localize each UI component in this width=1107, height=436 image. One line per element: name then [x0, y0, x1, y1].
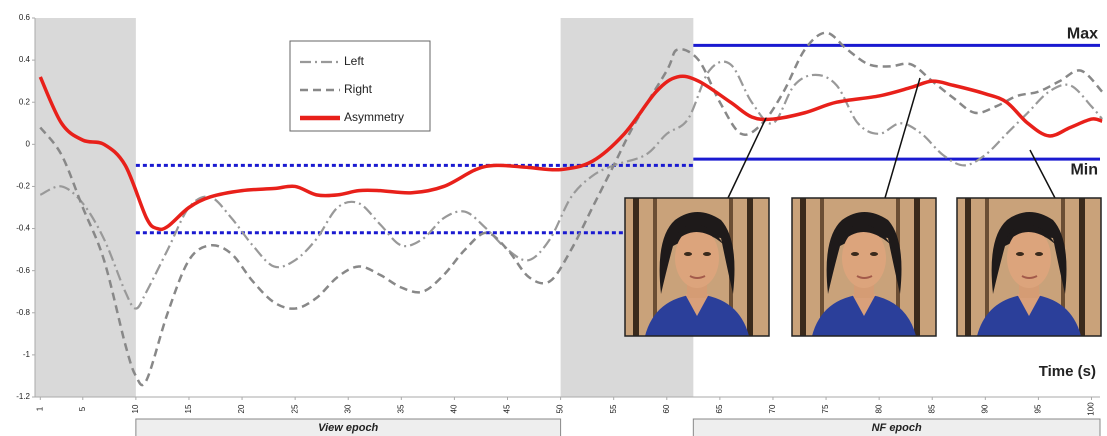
x-tick-label: 95: [1034, 404, 1043, 413]
x-tick-label: 1: [35, 406, 44, 411]
annotation-lines: [727, 77, 1056, 199]
x-tick-label: 60: [662, 404, 671, 413]
plot: 0.60.40.20-0.2-0.4-0.6-0.8-1-1.21 5 10 15 20…: [16, 13, 1104, 416]
series-line: [39, 60, 1103, 310]
x-tick-label: 90: [980, 404, 989, 413]
x-tick-label: 15: [184, 404, 193, 413]
legend-label: Asymmetry: [344, 110, 404, 124]
y-tick-label: -0.2: [16, 182, 30, 191]
y-tick-label: 0.2: [19, 97, 31, 106]
pointer: [1029, 149, 1056, 199]
series-line: [39, 31, 1104, 387]
x-tick-label: 45: [503, 404, 512, 413]
x-tick-label: 80: [874, 404, 883, 413]
y-tick-label: -0.6: [16, 266, 30, 275]
x-tick-label: 5: [78, 406, 87, 411]
avatar-image: [957, 198, 1101, 336]
pointer: [884, 77, 921, 199]
pointer: [727, 117, 767, 199]
y-tick-label: 0: [26, 139, 31, 148]
x-tick-label: 65: [715, 404, 724, 413]
x-tick-label: 40: [450, 404, 459, 413]
x-tick-label: 100: [1087, 402, 1096, 416]
y-tick-label: -0.8: [16, 308, 30, 317]
reference-label: Min: [1070, 161, 1098, 178]
x-tick-label: 20: [237, 404, 246, 413]
y-tick-label: 0.6: [19, 13, 31, 22]
legend: Left Right Asymmetry: [289, 40, 431, 132]
x-tick-label: 30: [343, 404, 352, 413]
x-tick-label: 55: [609, 404, 618, 413]
reference-label: Max: [1067, 26, 1098, 43]
shading: [35, 18, 1100, 398]
legend-label: Right: [344, 82, 373, 96]
avatar-image: [625, 198, 769, 336]
x-tick-label: 10: [131, 404, 140, 413]
shaded-range: [35, 18, 136, 397]
epoch-box: [692, 418, 1101, 436]
y-tick-label: -0.4: [16, 224, 30, 233]
x-tick-label: 70: [768, 404, 777, 413]
y-tick-label: -1.2: [16, 392, 30, 401]
y-tick-label: 0.4: [19, 55, 31, 64]
y-tick-label: -1: [23, 350, 31, 359]
x-tick-label: 85: [927, 404, 936, 413]
x-tick-label: 50: [556, 404, 565, 413]
x-tick-label: 75: [821, 404, 830, 413]
epoch-label: View epoch: [318, 422, 378, 434]
series-line: [38, 74, 1103, 232]
avatar-image: [792, 198, 936, 336]
x-axis-label: Time (s): [1039, 363, 1096, 380]
x-tick-label: 25: [290, 404, 299, 413]
epoch-box: [135, 418, 562, 436]
legend-label: Left: [344, 54, 365, 68]
x-tick-label: 35: [396, 404, 405, 413]
epoch-label: NF epoch: [872, 422, 922, 434]
